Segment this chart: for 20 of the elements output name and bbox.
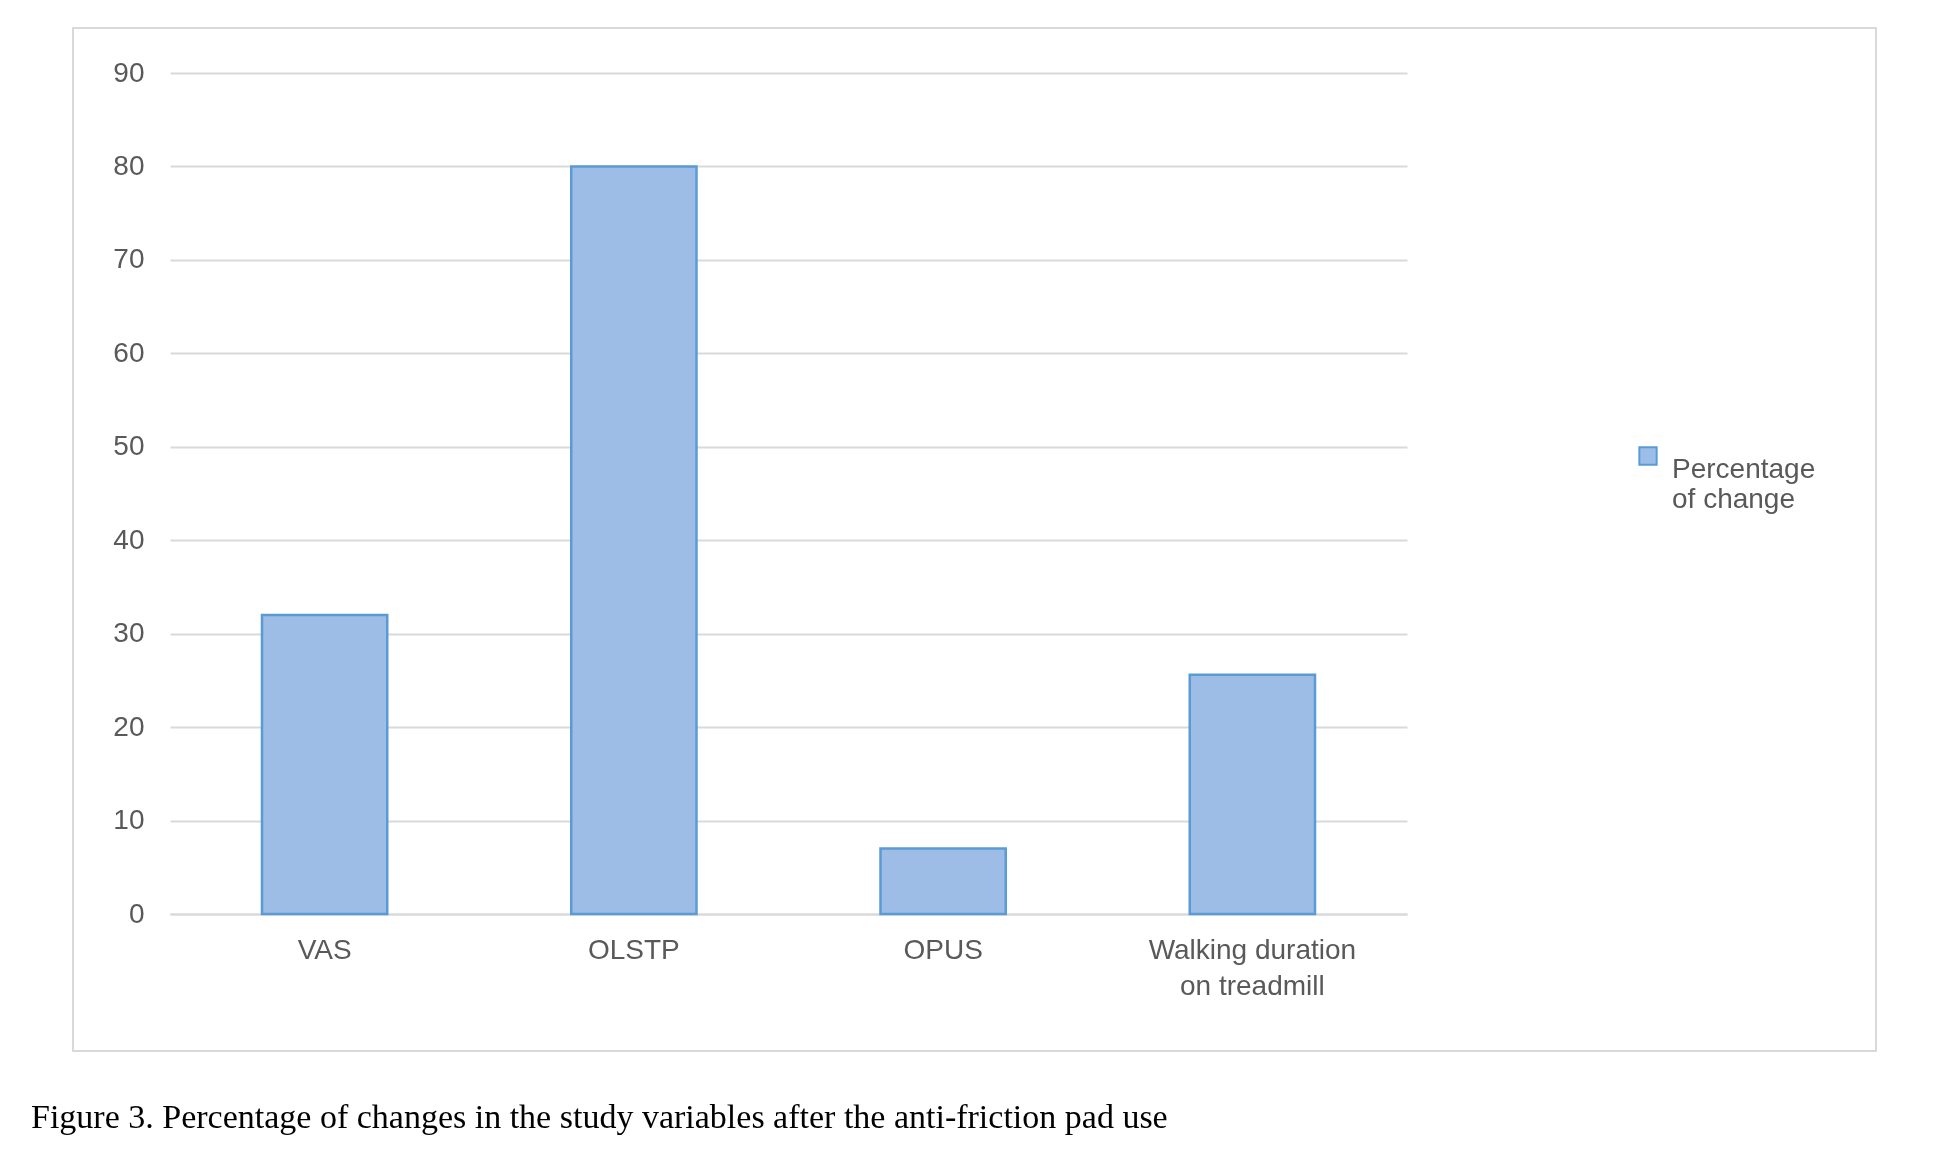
- bar: [570, 165, 698, 916]
- y-tick-label: 0: [128, 897, 145, 929]
- legend-label: Percentage of change: [1672, 453, 1816, 514]
- bar: [879, 847, 1007, 916]
- y-tick-label: 60: [113, 336, 145, 368]
- bar: [1188, 673, 1317, 916]
- caption: Figure 3. Percentage of changes in the study variables after the anti-friction pad use: [31, 1098, 1168, 1136]
- y-tick-label: 20: [113, 710, 145, 742]
- bar: [260, 613, 389, 916]
- y-tick-label: 70: [113, 243, 145, 275]
- x-tick-label: VAS: [297, 933, 352, 965]
- y-tick-label: 80: [113, 149, 145, 181]
- y-tick-label: 10: [113, 804, 145, 836]
- y-tick-label: 40: [113, 523, 145, 555]
- x-tick-label: OLSTP: [587, 933, 680, 965]
- x-tick-label: OPUS: [903, 933, 983, 965]
- y-tick-label: 90: [113, 56, 145, 88]
- x-tick-label: Walking duration on treadmill: [1148, 933, 1357, 1001]
- y-tick-label: 30: [113, 617, 145, 649]
- y-tick-label: 50: [113, 430, 145, 462]
